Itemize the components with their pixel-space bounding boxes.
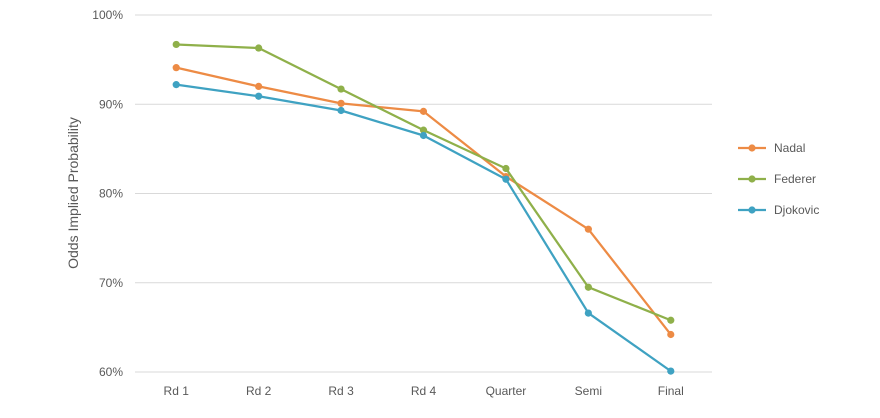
data-point xyxy=(584,309,592,317)
x-tick-label: Semi xyxy=(575,384,602,398)
series-federer xyxy=(172,40,675,324)
x-tick-label: Quarter xyxy=(486,384,527,398)
x-tick-label: Rd 3 xyxy=(328,384,354,398)
y-tick-label: 70% xyxy=(99,276,123,290)
x-tick-label: Final xyxy=(658,384,684,398)
data-point xyxy=(419,131,428,140)
data-point xyxy=(419,126,428,134)
data-point xyxy=(419,107,428,115)
y-tick-label: 60% xyxy=(99,365,123,379)
data-point xyxy=(337,106,345,115)
data-point xyxy=(255,82,263,90)
data-point xyxy=(584,225,592,233)
y-tick-label: 100% xyxy=(92,8,123,22)
data-point xyxy=(502,175,510,183)
data-point xyxy=(667,330,675,339)
legend-label: Federer xyxy=(774,172,816,186)
data-point xyxy=(172,81,180,89)
y-axis: 60% 70% 80% 90% 100% xyxy=(92,8,123,379)
series-nadal xyxy=(172,64,675,339)
series-djokovic xyxy=(172,81,675,375)
legend-item-nadal: Nadal xyxy=(738,141,805,155)
data-point xyxy=(667,316,675,324)
y-axis-title: Odds Implied Probability xyxy=(65,117,81,269)
data-point xyxy=(172,40,180,49)
series-layer xyxy=(172,40,675,375)
legend-swatch-marker xyxy=(748,175,756,183)
x-tick-label: Rd 4 xyxy=(411,384,437,398)
legend: Nadal Federer Djokovic xyxy=(738,141,819,217)
gridlines xyxy=(135,14,712,373)
legend-swatch-marker xyxy=(748,144,756,152)
data-point xyxy=(172,64,180,72)
x-axis: Rd 1 Rd 2 Rd 3 Rd 4 Quarter Semi Final xyxy=(164,384,684,398)
x-tick-label: Rd 1 xyxy=(164,384,190,398)
legend-label: Nadal xyxy=(774,141,805,155)
data-point xyxy=(667,367,675,375)
y-tick-label: 80% xyxy=(99,187,123,201)
data-point xyxy=(255,92,263,100)
legend-label: Djokovic xyxy=(774,203,819,217)
y-tick-label: 90% xyxy=(99,97,123,111)
data-point xyxy=(502,164,510,173)
data-point xyxy=(255,44,263,52)
data-point xyxy=(337,99,345,107)
series-line xyxy=(175,66,672,336)
series-line xyxy=(175,43,672,322)
legend-swatch-marker xyxy=(748,206,756,214)
legend-item-djokovic: Djokovic xyxy=(738,203,819,217)
legend-item-federer: Federer xyxy=(738,172,816,186)
x-tick-label: Rd 2 xyxy=(246,384,272,398)
data-point xyxy=(337,85,345,93)
data-point xyxy=(584,283,592,291)
